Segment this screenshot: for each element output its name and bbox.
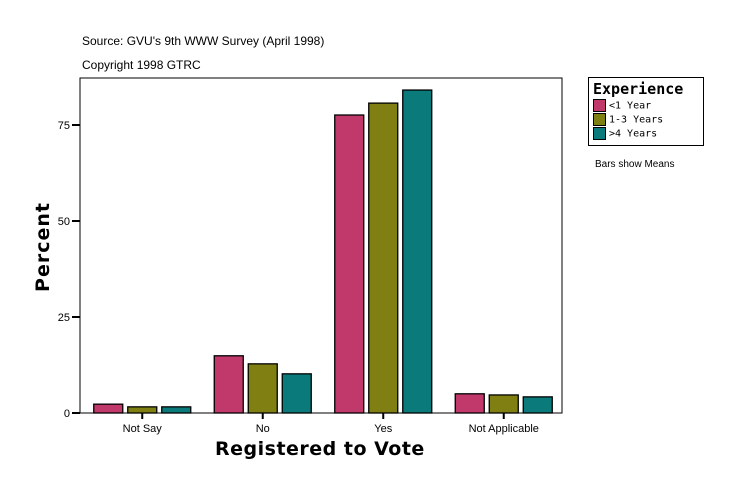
bar: [281, 373, 312, 414]
legend-label: >4 Years: [609, 128, 658, 140]
y-tick-label: 75: [58, 120, 70, 132]
chart-title: Source: GVU's 9th WWW Survey (April 1998…: [82, 34, 325, 48]
bar: [368, 102, 399, 414]
x-tick-label: Not Applicable: [469, 423, 539, 435]
legend-swatch: [593, 113, 606, 126]
y-tick-label: 25: [58, 312, 70, 324]
y-tick-label: 0: [64, 408, 70, 420]
x-axis-label: Registered to Vote: [215, 438, 425, 460]
legend-item: 1-3 Years: [593, 113, 663, 126]
x-tick-label: Yes: [374, 423, 392, 435]
legend: Experience <1 Year 1-3 Years >4 Years: [588, 77, 704, 146]
bar: [402, 89, 433, 414]
y-tick-label: 50: [58, 216, 70, 228]
bar: [161, 406, 192, 414]
x-tick-label: Not Say: [123, 423, 163, 435]
legend-title: Experience: [593, 80, 684, 98]
bar: [247, 363, 278, 414]
bar: [213, 355, 244, 414]
legend-label: <1 Year: [609, 100, 652, 112]
bar: [522, 396, 553, 414]
bar: [334, 114, 365, 414]
legend-item: <1 Year: [593, 99, 651, 112]
bar: [127, 406, 158, 414]
plot-frame: [79, 77, 563, 414]
legend-swatch: [593, 127, 606, 140]
legend-label: 1-3 Years: [609, 114, 664, 126]
legend-swatch: [593, 99, 606, 112]
legend-item: >4 Years: [593, 127, 657, 140]
chart-subtitle: Copyright 1998 GTRC: [82, 58, 201, 72]
bar: [454, 393, 485, 414]
note: Bars show Means: [595, 159, 675, 170]
x-tick-label: No: [256, 423, 270, 435]
bar: [93, 403, 124, 414]
bar: [488, 394, 519, 414]
y-axis-label: Percent: [32, 202, 54, 292]
